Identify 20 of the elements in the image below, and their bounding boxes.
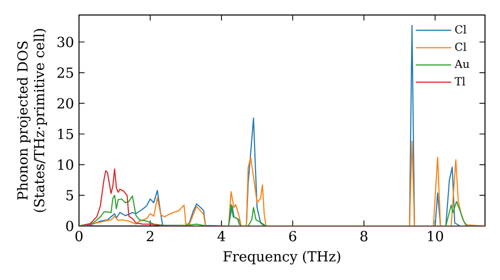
x-tick-label: 2 — [146, 230, 154, 242]
legend-label: Cl — [455, 42, 466, 51]
x-tick-label: 8 — [360, 230, 368, 242]
x-tick-label: 10 — [428, 230, 444, 242]
x-tick-label: 4 — [217, 230, 226, 242]
x-tick-label: 6 — [289, 230, 296, 242]
x-axis-title: Frequency (THz) — [223, 250, 340, 264]
y-tick-label: 25 — [57, 67, 74, 78]
y-tick-label: 15 — [58, 128, 74, 140]
y-tick-label: 0 — [66, 220, 74, 232]
y-tick-label: 30 — [58, 36, 74, 48]
y-tick-label: 5 — [66, 190, 74, 200]
legend-label: Tl — [454, 76, 466, 86]
y-tick-label: 20 — [57, 98, 74, 109]
legend-label: Au — [454, 60, 470, 68]
line-series — [79, 168, 486, 226]
y-axis-title: Phonon projected DOS (States/THz·primitive cell) — [16, 28, 48, 212]
x-tick-label: 0 — [76, 230, 82, 242]
legend-label: Cl — [455, 25, 466, 34]
y-tick-label: 10 — [58, 159, 74, 170]
